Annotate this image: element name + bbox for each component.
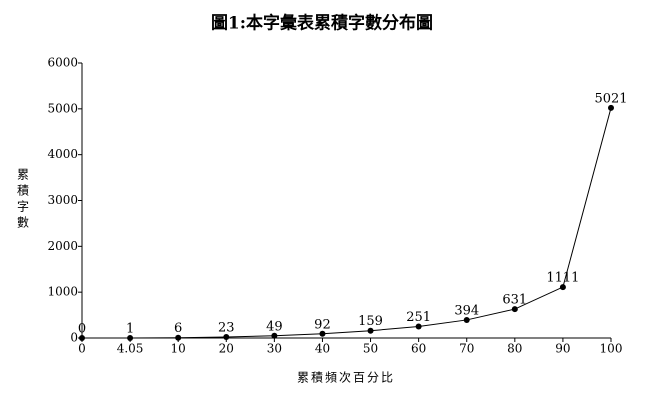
y-tick-label: 5000 — [47, 101, 78, 115]
data-label: 251 — [406, 310, 431, 325]
data-point — [608, 104, 614, 111]
y-axis-label: 累積字數 — [16, 168, 30, 232]
x-tick-label: 20 — [219, 342, 234, 356]
x-tick-label: 80 — [507, 342, 522, 356]
y-tick-label: 0 — [70, 331, 78, 345]
data-point — [559, 284, 566, 291]
x-tick-label: 4.05 — [117, 342, 144, 356]
data-point — [367, 327, 374, 334]
data-point — [271, 332, 278, 339]
x-tick-label: 40 — [315, 342, 330, 356]
x-tick-label: 90 — [555, 342, 570, 356]
data-point — [175, 334, 182, 341]
data-point — [511, 306, 518, 313]
data-point — [415, 323, 422, 330]
data-point — [319, 330, 326, 337]
y-tick-label: 1000 — [47, 285, 78, 299]
x-tick-label: 60 — [411, 342, 426, 356]
data-label: 5021 — [594, 91, 627, 106]
data-label: 6 — [174, 321, 182, 336]
y-tick-label: 4000 — [47, 147, 78, 161]
y-tick-label: 6000 — [47, 56, 78, 70]
x-tick-label: 10 — [171, 342, 186, 356]
data-label: 394 — [454, 303, 479, 318]
x-tick-label: 30 — [267, 342, 282, 356]
data-label: 1 — [126, 321, 134, 336]
y-tick-label: 3000 — [47, 193, 78, 207]
data-point — [127, 334, 134, 341]
data-label: 159 — [358, 314, 383, 329]
x-tick-label: 70 — [459, 342, 474, 356]
x-tick-label: 0 — [78, 342, 86, 356]
data-label: 0 — [78, 322, 86, 337]
data-label: 23 — [218, 320, 235, 335]
data-point — [463, 316, 470, 323]
x-tick-label: 100 — [600, 342, 623, 356]
y-tick-label: 2000 — [47, 239, 78, 253]
data-point — [223, 333, 230, 340]
data-label: 49 — [266, 319, 283, 334]
chart-title: 圖1:本字彙表累積字數分布圖 — [211, 13, 433, 34]
data-point — [79, 335, 85, 341]
x-tick-label: 50 — [363, 342, 378, 356]
data-label: 631 — [502, 293, 527, 308]
x-axis-label: 累積頻次百分比 — [297, 370, 395, 385]
data-label: 92 — [314, 317, 331, 332]
data-line — [81, 107, 612, 339]
data-label: 1111 — [546, 271, 579, 286]
